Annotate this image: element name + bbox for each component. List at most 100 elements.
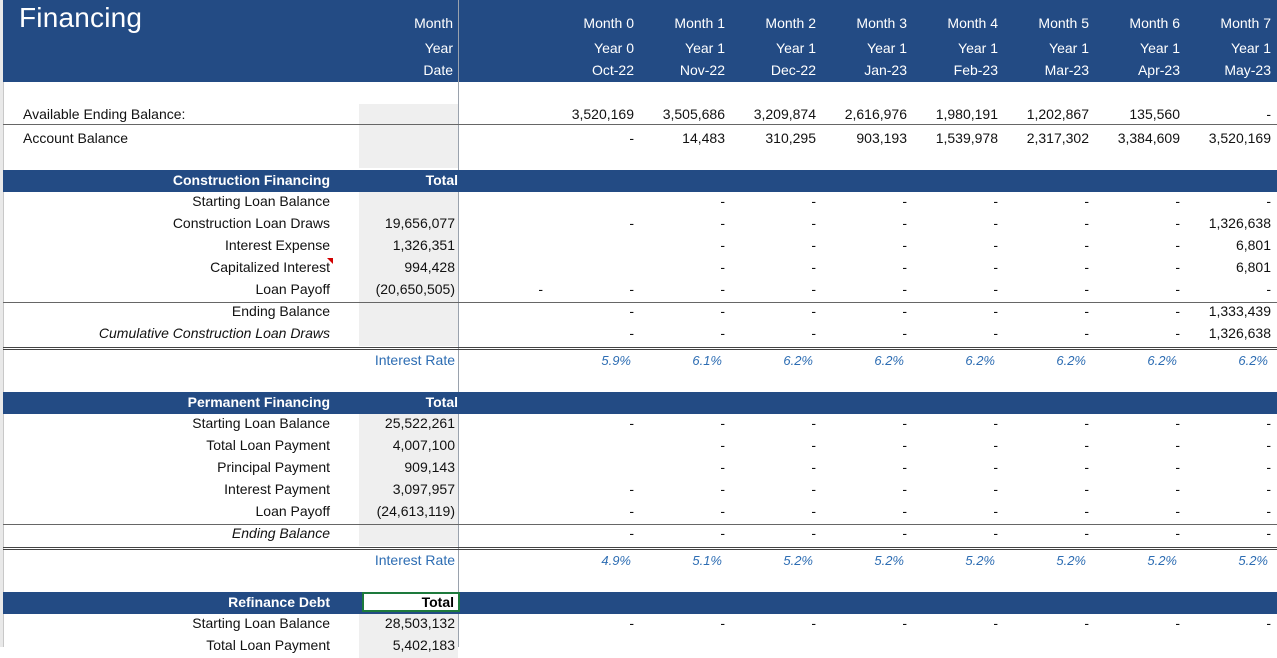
- permanent-row-value: -: [720, 525, 725, 541]
- construction-row-label: Interest Expense: [224, 237, 330, 253]
- permanent-row-value: -: [993, 415, 998, 431]
- permanent-interest-rate-value: 5.2%: [1238, 553, 1268, 568]
- construction-interest-rate-value: 6.2%: [783, 353, 813, 368]
- permanent-row-value: -: [629, 525, 634, 541]
- construction-row-value: -: [993, 281, 998, 297]
- permanent-interest-rate-value: 5.2%: [874, 553, 904, 568]
- refinance-row-value: -: [902, 615, 907, 631]
- construction-row-value: 6,801: [1235, 237, 1271, 253]
- construction-interest-rate-value: 5.9%: [601, 353, 631, 368]
- construction-row-value: -: [902, 325, 907, 341]
- construction-row-value: -: [1084, 259, 1089, 275]
- construction-row-value: -: [629, 325, 634, 341]
- construction-row-value: -: [1175, 237, 1180, 253]
- account-balance-value: 310,295: [765, 130, 816, 146]
- construction-row-value: -: [629, 281, 634, 297]
- refinance-row-value: -: [811, 615, 816, 631]
- header-date-2: Dec-22: [770, 62, 816, 78]
- construction-row-pre: -: [538, 281, 543, 297]
- available-ending-balance-value: 3,209,874: [753, 106, 816, 122]
- construction-row-label: Construction Loan Draws: [172, 215, 330, 231]
- construction-row-value: 1,326,638: [1208, 215, 1271, 231]
- construction-row-label: Starting Loan Balance: [192, 193, 330, 209]
- header-month-label: Month: [414, 15, 453, 31]
- comment-indicator-icon[interactable]: [327, 258, 333, 264]
- permanent-row-value: -: [811, 503, 816, 519]
- header-year-2: Year 1: [776, 40, 816, 56]
- construction-row-value: -: [720, 193, 725, 209]
- permanent-row-value: -: [720, 503, 725, 519]
- permanent-row-value: -: [1175, 415, 1180, 431]
- permanent-total-shade: [359, 414, 458, 546]
- header-month-3: Month 3: [856, 15, 907, 31]
- header-year-1: Year 1: [685, 40, 725, 56]
- refinance-section-title: Refinance Debt: [228, 594, 330, 610]
- permanent-row-value: -: [1175, 525, 1180, 541]
- permanent-row-value: -: [902, 415, 907, 431]
- permanent-row-value: -: [1084, 415, 1089, 431]
- account-balance-value: 903,193: [856, 130, 907, 146]
- refinance-row-total: 28,503,132: [384, 615, 455, 631]
- permanent-row-value: -: [720, 415, 725, 431]
- permanent-row-label: Starting Loan Balance: [192, 415, 330, 431]
- account-balance-label: Account Balance: [23, 130, 129, 146]
- construction-row-value: -: [902, 237, 907, 253]
- header-month-1: Month 1: [674, 15, 725, 31]
- account-balance-value: 14,483: [682, 130, 725, 146]
- permanent-row-value: -: [1175, 481, 1180, 497]
- construction-row-value: -: [720, 215, 725, 231]
- construction-row-value: -: [1175, 303, 1180, 319]
- permanent-row-value: -: [993, 437, 998, 453]
- divider: [3, 124, 1277, 125]
- construction-row-value: 1,326,638: [1208, 325, 1271, 341]
- construction-row-value: 6,801: [1235, 259, 1271, 275]
- selected-total-cell[interactable]: Total: [362, 592, 460, 612]
- construction-row-value: -: [993, 325, 998, 341]
- construction-section-header: Construction Financing Total: [3, 170, 1277, 192]
- permanent-row-value: -: [902, 437, 907, 453]
- header-date-1: Nov-22: [679, 62, 725, 78]
- construction-row-value: -: [1084, 237, 1089, 253]
- permanent-row-value: -: [811, 481, 816, 497]
- column-divider: [458, 0, 459, 647]
- permanent-row-label: Principal Payment: [217, 459, 330, 475]
- available-ending-balance-value: 1,202,867: [1026, 106, 1089, 122]
- construction-row-value: -: [902, 215, 907, 231]
- construction-row-value: -: [1084, 193, 1089, 209]
- permanent-row-value: -: [629, 481, 634, 497]
- construction-row-total: 994,428: [404, 259, 455, 275]
- permanent-row-value: -: [1266, 525, 1271, 541]
- construction-row-value: 1,333,439: [1208, 303, 1271, 319]
- construction-total-shade: [359, 192, 458, 346]
- construction-row-value: -: [993, 215, 998, 231]
- permanent-section-header: Permanent Financing Total: [3, 392, 1277, 414]
- double-divider: [3, 547, 1277, 550]
- permanent-row-value: -: [811, 459, 816, 475]
- permanent-row-total: 25,522,261: [384, 415, 455, 431]
- header-year-4: Year 1: [958, 40, 998, 56]
- construction-total-header: Total: [425, 172, 458, 188]
- available-ending-balance-label: Available Ending Balance:: [23, 106, 186, 122]
- permanent-row-label: Total Loan Payment: [206, 437, 330, 453]
- construction-row-value: -: [811, 325, 816, 341]
- permanent-row-value: -: [993, 503, 998, 519]
- available-ending-balance-value: -: [1266, 106, 1271, 122]
- header-year-6: Year 1: [1140, 40, 1180, 56]
- construction-row-value: -: [993, 259, 998, 275]
- construction-row-value: -: [1175, 259, 1180, 275]
- construction-row-value: -: [1084, 303, 1089, 319]
- header-date-7: May-23: [1224, 62, 1271, 78]
- permanent-total-header: Total: [425, 394, 458, 410]
- permanent-interest-rate-value: 5.2%: [1147, 553, 1177, 568]
- permanent-interest-rate-value: 5.2%: [783, 553, 813, 568]
- permanent-row-value: -: [720, 481, 725, 497]
- permanent-row-total: 4,007,100: [392, 437, 455, 453]
- construction-row-total: (20,650,505): [375, 281, 455, 297]
- available-ending-balance-value: 3,520,169: [571, 106, 634, 122]
- permanent-row-label: Loan Payoff: [255, 503, 330, 519]
- construction-section-title: Construction Financing: [172, 172, 330, 188]
- construction-row-value: -: [720, 259, 725, 275]
- header-date-4: Feb-23: [953, 62, 998, 78]
- permanent-row-value: -: [1266, 459, 1271, 475]
